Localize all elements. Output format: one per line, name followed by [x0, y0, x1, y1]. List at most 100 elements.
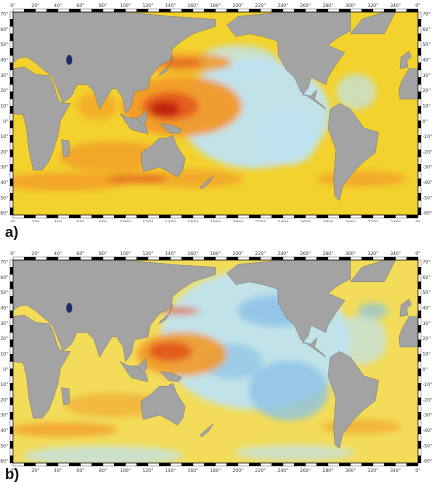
- lon-tick-label: 160°: [187, 220, 198, 222]
- lon-tick-label: 180°: [210, 220, 221, 222]
- frame-segment: [417, 354, 422, 362]
- frame-segment: [215, 8, 227, 13]
- frame-segment: [159, 462, 171, 467]
- ocean-field: [13, 260, 418, 463]
- frame-segment: [417, 193, 422, 201]
- lat-tick-label: -10°: [423, 382, 433, 388]
- frame-segment: [114, 256, 126, 261]
- frame-segment: [9, 404, 14, 413]
- frame-segment: [249, 214, 261, 219]
- frame-segment: [316, 256, 329, 261]
- lat-tick-label: -10°: [0, 382, 9, 388]
- frame-segment: [417, 317, 422, 326]
- lat-tick-label: 60°: [423, 275, 431, 281]
- frame-segment: [237, 8, 250, 13]
- lat-tick-label: -50°: [423, 195, 433, 201]
- frame-segment: [417, 48, 422, 56]
- frame-segment: [125, 462, 137, 467]
- frame-segment: [57, 214, 70, 219]
- frame-segment: [417, 390, 422, 398]
- lat-tick-label: 30°: [423, 321, 431, 327]
- land: [13, 12, 418, 201]
- frame-segment: [417, 361, 422, 369]
- frame-segment: [417, 200, 422, 208]
- frame-segment: [417, 127, 422, 136]
- lat-tick-label: -40°: [0, 180, 9, 186]
- lat-tick-label: 40°: [423, 306, 431, 312]
- frame-segment: [406, 8, 419, 13]
- frame-border: [12, 259, 419, 464]
- madagascar: [61, 387, 70, 406]
- lat-tick-label: 50°: [0, 290, 8, 296]
- frame-segment: [136, 256, 149, 261]
- frame-segment: [9, 84, 14, 92]
- frame-segment: [125, 8, 137, 13]
- anomaly-blob: [248, 360, 329, 421]
- lat-tick-label: 30°: [423, 73, 431, 79]
- frame-segment: [9, 156, 14, 165]
- lon-tick-label: 60°: [76, 220, 84, 222]
- frame-segment: [9, 390, 14, 398]
- frame-segment: [9, 26, 14, 34]
- frame-segment: [9, 149, 14, 158]
- lon-tick-label: 260°: [300, 3, 311, 9]
- frame-segment: [361, 8, 374, 13]
- japan: [158, 55, 173, 77]
- frame-segment: [305, 8, 317, 13]
- lon-tick-label: 320°: [367, 3, 378, 9]
- map-a: 0° 0° 20° 20° 40° 40° 60° 60° 80° 80° 100° 100° 120°…: [0, 3, 433, 222]
- frame-segment: [9, 171, 14, 179]
- frame-segment: [9, 332, 14, 340]
- frame-segment: [417, 281, 422, 290]
- frame-segment: [9, 33, 14, 42]
- frame-segment: [372, 214, 385, 219]
- frame-segment: [417, 55, 422, 63]
- lon-tick-label: 180°: [210, 251, 221, 257]
- frame-segment: [215, 256, 227, 261]
- lon-tick-label: 120°: [142, 3, 153, 9]
- lat-tick-label: 50°: [0, 42, 8, 48]
- frame-segment: [417, 419, 422, 427]
- frame-segment: [24, 214, 36, 219]
- lon-tick-label: 100°: [120, 468, 131, 474]
- lat-tick-label: -20°: [0, 149, 9, 155]
- lon-tick-label: 220°: [255, 468, 266, 474]
- anomaly-blob: [59, 141, 170, 173]
- frame-segment: [192, 462, 205, 467]
- lon-tick-label: 220°: [255, 3, 266, 9]
- frame-segment: [316, 462, 329, 467]
- frame-segment: [395, 462, 407, 467]
- warm-pool-core: [148, 341, 193, 362]
- frame-segment: [9, 455, 14, 464]
- map-panel-a: 0° 0° 20° 20° 40° 40° 60° 60° 80° 80° 100° 100° 120°…: [0, 0, 433, 222]
- anomaly-blob: [358, 302, 388, 319]
- frame-segment: [9, 40, 14, 49]
- frame-segment: [417, 84, 422, 92]
- lon-tick-label: 320°: [367, 220, 378, 222]
- frame-segment: [417, 441, 422, 449]
- frame-segment: [91, 8, 104, 13]
- frame-segment: [294, 8, 306, 13]
- lat-tick-label: -60°: [0, 459, 9, 465]
- frame-segment: [136, 462, 149, 467]
- frame-segment: [294, 214, 306, 219]
- lat-tick-label: 10°: [423, 103, 431, 109]
- lon-tick-label: 40°: [54, 468, 62, 474]
- frame-segment: [271, 256, 284, 261]
- frame-segment: [417, 296, 422, 304]
- lat-tick-label: -60°: [0, 211, 9, 217]
- frame-segment: [282, 8, 295, 13]
- frame-segment: [9, 274, 14, 282]
- frame-segment: [305, 256, 317, 261]
- lat-tick-label: -50°: [0, 443, 9, 449]
- frame-segment: [9, 106, 14, 114]
- iberia: [399, 298, 412, 317]
- frame-segment: [237, 214, 250, 219]
- frame-segment: [417, 207, 422, 216]
- frame-segment: [170, 8, 182, 13]
- frame-segment: [9, 361, 14, 369]
- frame-segment: [406, 214, 419, 219]
- land: [13, 260, 418, 449]
- frame-segment: [9, 346, 14, 355]
- frame-segment: [417, 332, 422, 340]
